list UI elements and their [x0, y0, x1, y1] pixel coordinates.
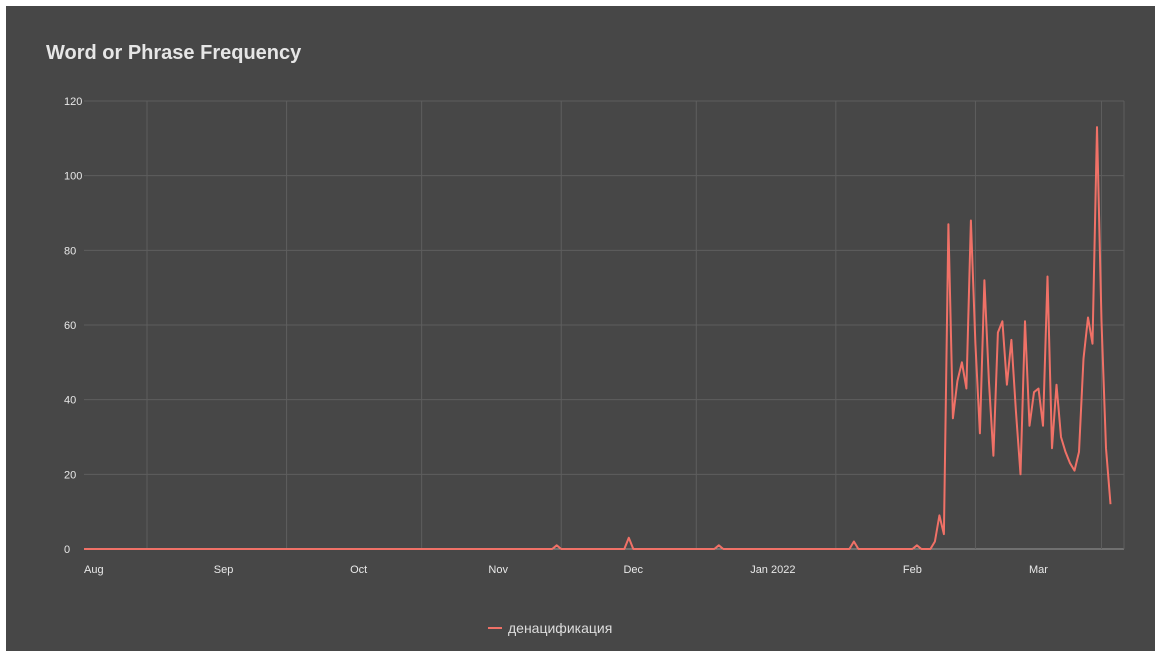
- y-tick-label: 120: [64, 96, 82, 108]
- x-tick-label: Mar: [1029, 564, 1048, 576]
- x-axis-ticks: Aug Sep Oct Nov Dec Jan 2022 Feb Mar: [84, 564, 1048, 576]
- x-tick-label: Nov: [488, 564, 508, 576]
- y-tick-label: 20: [64, 469, 76, 481]
- x-tick-label: Sep: [214, 564, 234, 576]
- x-tick-label: Dec: [623, 564, 643, 576]
- y-tick-label: 80: [64, 245, 76, 257]
- chart-panel: Word or Phrase Frequency: [6, 6, 1155, 651]
- y-tick-label: 40: [64, 395, 76, 407]
- y-axis-ticks: 0 20 40 60 80 100 120: [64, 96, 82, 556]
- x-tick-label: Feb: [903, 564, 922, 576]
- y-tick-label: 100: [64, 171, 82, 183]
- y-tick-label: 0: [64, 544, 70, 556]
- x-tick-label: Oct: [350, 564, 367, 576]
- legend-swatch: [488, 627, 502, 629]
- x-tick-label: Aug: [84, 564, 104, 576]
- legend[interactable]: денацификация: [488, 620, 612, 636]
- chart-title: Word or Phrase Frequency: [46, 42, 302, 64]
- legend-label: денацификация: [508, 620, 613, 636]
- x-tick-label: Jan 2022: [750, 564, 795, 576]
- y-tick-label: 60: [64, 320, 76, 332]
- series-line: [84, 126, 1112, 550]
- series-layer: [84, 126, 1112, 550]
